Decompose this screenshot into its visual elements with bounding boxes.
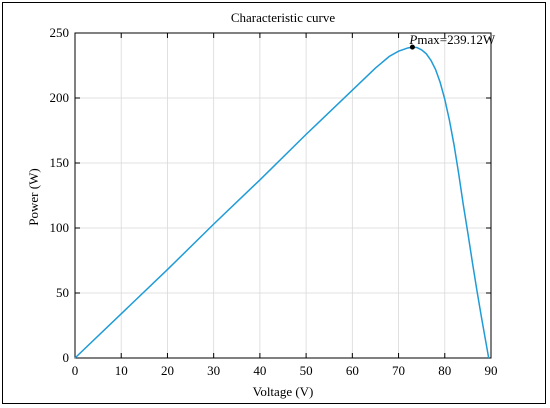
y-tick-label: 50 — [56, 285, 69, 300]
x-tick-label: 80 — [438, 363, 451, 378]
plot-area — [74, 32, 492, 359]
pmax-annotation-text: max=239.12W — [417, 32, 495, 47]
pmax-annotation-prefix: P — [408, 32, 417, 47]
x-tick-label: 10 — [115, 363, 128, 378]
x-tick-label: 90 — [485, 363, 498, 378]
y-tick-label: 0 — [63, 350, 70, 365]
y-tick-label: 250 — [50, 25, 70, 40]
x-tick-label: 60 — [346, 363, 359, 378]
y-tick-label: 100 — [50, 220, 70, 235]
x-tick-label: 20 — [161, 363, 174, 378]
chart-title: Characteristic curve — [231, 10, 336, 25]
x-tick-label: 50 — [300, 363, 313, 378]
grid — [75, 33, 491, 358]
x-tick-label: 40 — [253, 363, 266, 378]
figure-frame — [2, 2, 546, 404]
y-axis-title: Power (W) — [26, 168, 41, 225]
y-tick-label: 150 — [50, 155, 70, 170]
power-curve-line — [74, 46, 490, 359]
ticks: 0 10 20 30 40 50 60 70 80 90 0 50 100 150 200 250 — [50, 25, 498, 378]
x-tick-label: 70 — [392, 363, 405, 378]
pmax-annotation: Pmax=239.12W — [408, 32, 495, 47]
pmax-point — [409, 44, 415, 50]
x-tick-label: 0 — [72, 363, 79, 378]
x-axis-title: Voltage (V) — [253, 384, 314, 399]
x-tick-label: 30 — [207, 363, 220, 378]
y-tick-label: 200 — [50, 90, 70, 105]
